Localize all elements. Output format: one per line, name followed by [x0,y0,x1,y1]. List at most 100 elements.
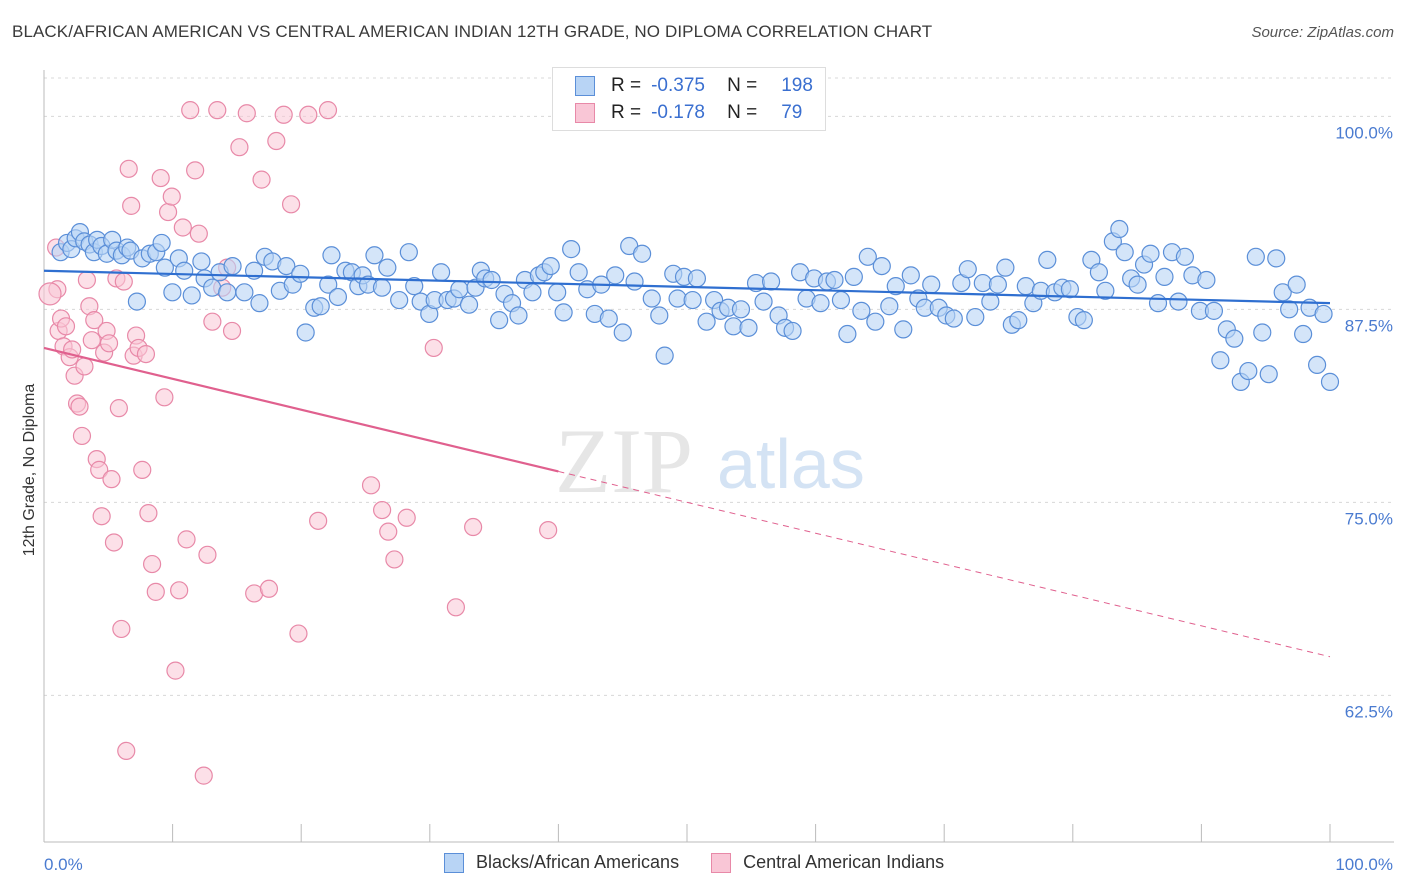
pink-swatch-icon [711,852,732,873]
data-point-blacks [1273,283,1292,302]
data-point-blacks [203,278,222,297]
data-point-blacks [1253,323,1272,342]
data-point-central-american [56,317,76,336]
data-point-central-american [361,476,381,495]
data-point-central-american [92,507,111,526]
data-point-blacks [155,258,174,277]
data-point-blacks [235,283,254,302]
data-point-blacks [250,294,269,313]
data-point-blacks [405,277,424,296]
x-tick-label: 100.0% [1335,855,1393,874]
data-point-central-american [82,331,101,350]
data-point-central-american [104,533,124,552]
data-point-blacks [642,289,661,308]
data-point-blacks [1128,275,1147,294]
data-point-blacks [1197,270,1216,290]
n-value: 198 [781,75,813,96]
data-point-blacks [562,240,581,259]
data-point-central-american [194,766,213,785]
data-point-blacks [811,294,830,313]
data-point-central-american [397,508,416,527]
data-point-central-american [77,270,97,290]
data-point-blacks [378,258,397,277]
data-point-blacks [541,256,560,276]
x-tick-label: 0.0% [44,855,83,874]
data-point-central-american [90,460,109,479]
data-point-blacks [548,283,567,302]
data-point-blacks [328,287,348,307]
data-point-central-american [181,101,200,120]
data-point-central-american [274,105,293,124]
data-point-blacks [981,292,1000,311]
watermark-zip: ZIP [555,410,693,512]
y-tick-label: 100.0% [1335,123,1393,142]
data-point-blacks [277,256,296,276]
data-point-central-american [122,196,141,215]
data-point-central-american [424,338,443,358]
data-point-blacks [152,233,171,253]
data-point-blacks [1308,355,1327,375]
data-point-central-american [99,334,119,353]
data-point-blacks [1239,361,1258,381]
data-point-blacks [739,318,758,337]
data-point-central-american [318,101,338,120]
legend-item-central-american: Central American Indians [711,852,944,873]
data-point-blacks [858,247,877,266]
data-point-central-american [114,272,133,291]
data-point-blacks [996,258,1015,277]
data-point-central-american [75,357,94,376]
data-point-blacks [509,306,528,325]
data-point-blacks [958,260,977,279]
data-point-blacks [1175,247,1194,266]
data-point-blacks [390,290,409,310]
data-point-blacks [866,312,885,331]
data-point-central-american [198,545,217,564]
data-point-central-american [208,101,227,120]
data-point-central-american [117,741,136,761]
data-point-blacks [697,312,716,331]
correlation-legend: R = -0.375 N = 198 R = -0.178 N = 79 [552,67,826,131]
series-legend: Blacks/African Americans Central America… [444,852,976,873]
data-point-blacks [163,283,182,302]
legend-item-blacks: Blacks/African Americans [444,852,679,873]
data-point-blacks [831,290,851,310]
data-point-blacks [901,266,920,285]
data-point-blacks [632,244,652,263]
data-point-blacks [322,246,341,265]
pink-swatch-icon [575,103,595,123]
data-point-blacks [319,275,338,294]
data-point-central-american [166,661,185,680]
data-point-central-american [464,517,483,537]
y-axis-label: 12th Grade, No Diploma [21,383,38,557]
data-point-blacks [966,307,985,327]
r-value: -0.178 [651,102,705,123]
data-point-blacks [1314,304,1333,324]
data-point-blacks [922,275,941,294]
data-point-blacks [886,277,905,296]
data-point-blacks [1148,294,1168,313]
data-point-blacks [482,270,501,290]
data-point-blacks [1267,249,1286,268]
data-point-central-american [379,522,398,541]
watermark-atlas: atlas [717,425,865,503]
data-point-blacks [754,292,773,311]
data-point-blacks [650,306,669,325]
data-point-central-american [222,321,242,341]
data-point-central-american [259,579,279,598]
blue-swatch-icon [575,76,595,96]
data-point-central-american [136,344,156,364]
data-point-central-american [230,138,249,157]
n-label: N = [727,102,758,123]
data-point-blacks [192,252,211,271]
legend-row-blacks: R = -0.375 N = 198 [575,74,813,98]
data-point-blacks [1089,263,1109,282]
data-point-blacks [988,275,1007,294]
data-point-blacks [894,320,913,339]
data-point-central-american [299,105,318,124]
data-point-central-american [112,619,131,639]
r-value: -0.375 [651,75,705,96]
data-point-blacks [724,317,743,336]
data-point-central-american [189,224,208,243]
data-point-blacks [1009,311,1028,330]
data-point-central-american [70,397,89,416]
